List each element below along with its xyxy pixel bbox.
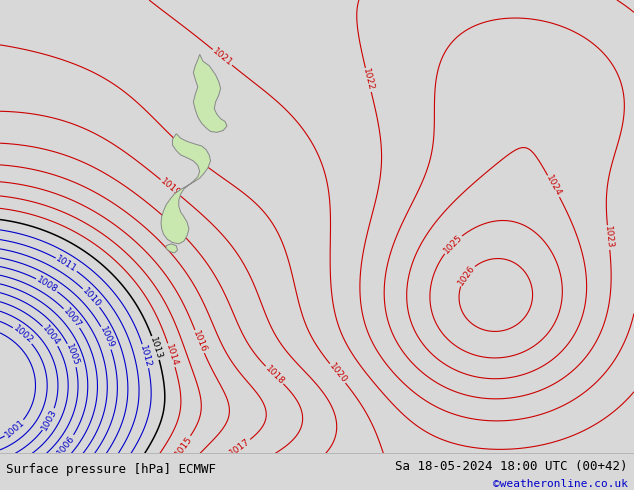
- Text: 1001: 1001: [3, 418, 27, 440]
- Text: 1018: 1018: [263, 364, 286, 386]
- Text: 1017: 1017: [228, 437, 252, 457]
- Text: 1026: 1026: [456, 264, 477, 287]
- Text: 1022: 1022: [361, 68, 375, 92]
- Text: 1025: 1025: [441, 233, 464, 256]
- Text: 1006: 1006: [56, 433, 77, 457]
- Text: ©weatheronline.co.uk: ©weatheronline.co.uk: [493, 480, 628, 490]
- Text: 1007: 1007: [61, 306, 83, 330]
- Text: 1005: 1005: [64, 343, 81, 368]
- Text: 1010: 1010: [81, 286, 103, 309]
- Text: 1008: 1008: [35, 275, 59, 294]
- Polygon shape: [161, 134, 210, 244]
- Text: 1019: 1019: [158, 177, 182, 198]
- Text: 1014: 1014: [164, 343, 179, 368]
- Text: 1004: 1004: [41, 324, 61, 347]
- Text: 1020: 1020: [327, 362, 348, 385]
- Text: 1023: 1023: [603, 226, 614, 249]
- Text: 1016: 1016: [191, 329, 208, 354]
- Polygon shape: [166, 244, 178, 253]
- Text: 1012: 1012: [138, 344, 153, 368]
- Text: 1013: 1013: [148, 336, 164, 360]
- Text: 1003: 1003: [40, 407, 58, 432]
- Text: 1011: 1011: [55, 254, 79, 274]
- Text: 1009: 1009: [98, 325, 115, 350]
- Text: 1015: 1015: [173, 434, 194, 458]
- Text: Surface pressure [hPa] ECMWF: Surface pressure [hPa] ECMWF: [6, 463, 216, 476]
- Text: 1024: 1024: [544, 174, 563, 198]
- Text: 1021: 1021: [210, 47, 234, 68]
- Polygon shape: [193, 54, 227, 132]
- Text: Sa 18-05-2024 18:00 UTC (00+42): Sa 18-05-2024 18:00 UTC (00+42): [395, 460, 628, 473]
- Text: 1002: 1002: [11, 324, 34, 346]
